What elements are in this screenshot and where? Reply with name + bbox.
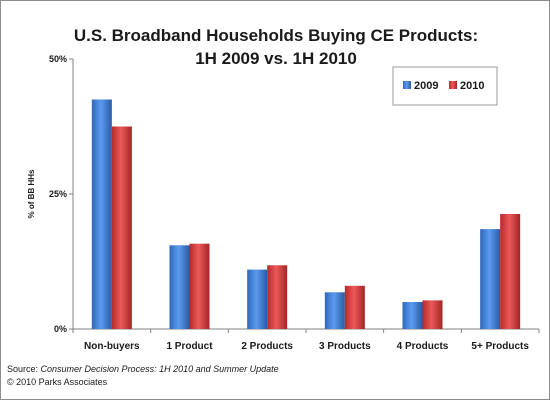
legend-swatch-2010 — [449, 81, 457, 89]
source-line: Source: Consumer Decision Process: 1H 20… — [7, 363, 279, 376]
x-tick-label: Non-buyers — [84, 341, 140, 352]
bar-2010-4-products — [422, 300, 443, 329]
bar-2009-2-products — [247, 269, 268, 329]
chart: U.S. Broadband Households Buying CE Prod… — [27, 26, 540, 352]
y-tick-label: 50% — [49, 54, 67, 64]
chart-subtitle: 1H 2009 vs. 1H 2010 — [195, 49, 357, 68]
legend-swatch-2009 — [403, 81, 411, 89]
axes: 0% 25% 50% Non-buyers 1 Product 2 Products 3 P… — [49, 54, 540, 352]
source-title: Consumer Decision Process: 1H 2010 and S… — [40, 364, 279, 374]
bar-2010-2-products — [267, 265, 288, 329]
y-tick-label: 25% — [49, 189, 67, 199]
y-tick-label: 0% — [54, 324, 67, 334]
bar-2009-1-product — [169, 245, 190, 329]
bar-2009-3-products — [324, 292, 345, 329]
bar-2010-non-buyers — [111, 126, 132, 329]
legend-label-2010: 2010 — [460, 80, 484, 92]
copyright: © 2010 Parks Associates — [7, 377, 108, 387]
x-tick-label: 5+ Products — [471, 341, 529, 352]
bars — [91, 99, 521, 329]
x-tick-label: 1 Product — [166, 341, 213, 352]
bar-2009-4-products — [402, 302, 423, 329]
bar-2009-5-products — [480, 229, 501, 329]
bar-2010-3-products — [344, 285, 365, 329]
x-tick-label: 3 Products — [319, 341, 371, 352]
legend-label-2009: 2009 — [414, 80, 438, 92]
x-tick-label: 4 Products — [397, 341, 449, 352]
footer: Source: Consumer Decision Process: 1H 20… — [7, 363, 279, 389]
source-prefix: Source: — [7, 364, 41, 374]
y-axis-label: % of BB HHs — [27, 169, 36, 218]
x-tick-label: 2 Products — [241, 341, 293, 352]
bar-2010-5-products — [500, 213, 521, 329]
bar-2010-1-product — [189, 243, 210, 329]
legend: 2009 2010 — [392, 66, 498, 106]
bar-2009-non-buyers — [91, 99, 112, 329]
chart-title: U.S. Broadband Households Buying CE Prod… — [74, 26, 478, 45]
